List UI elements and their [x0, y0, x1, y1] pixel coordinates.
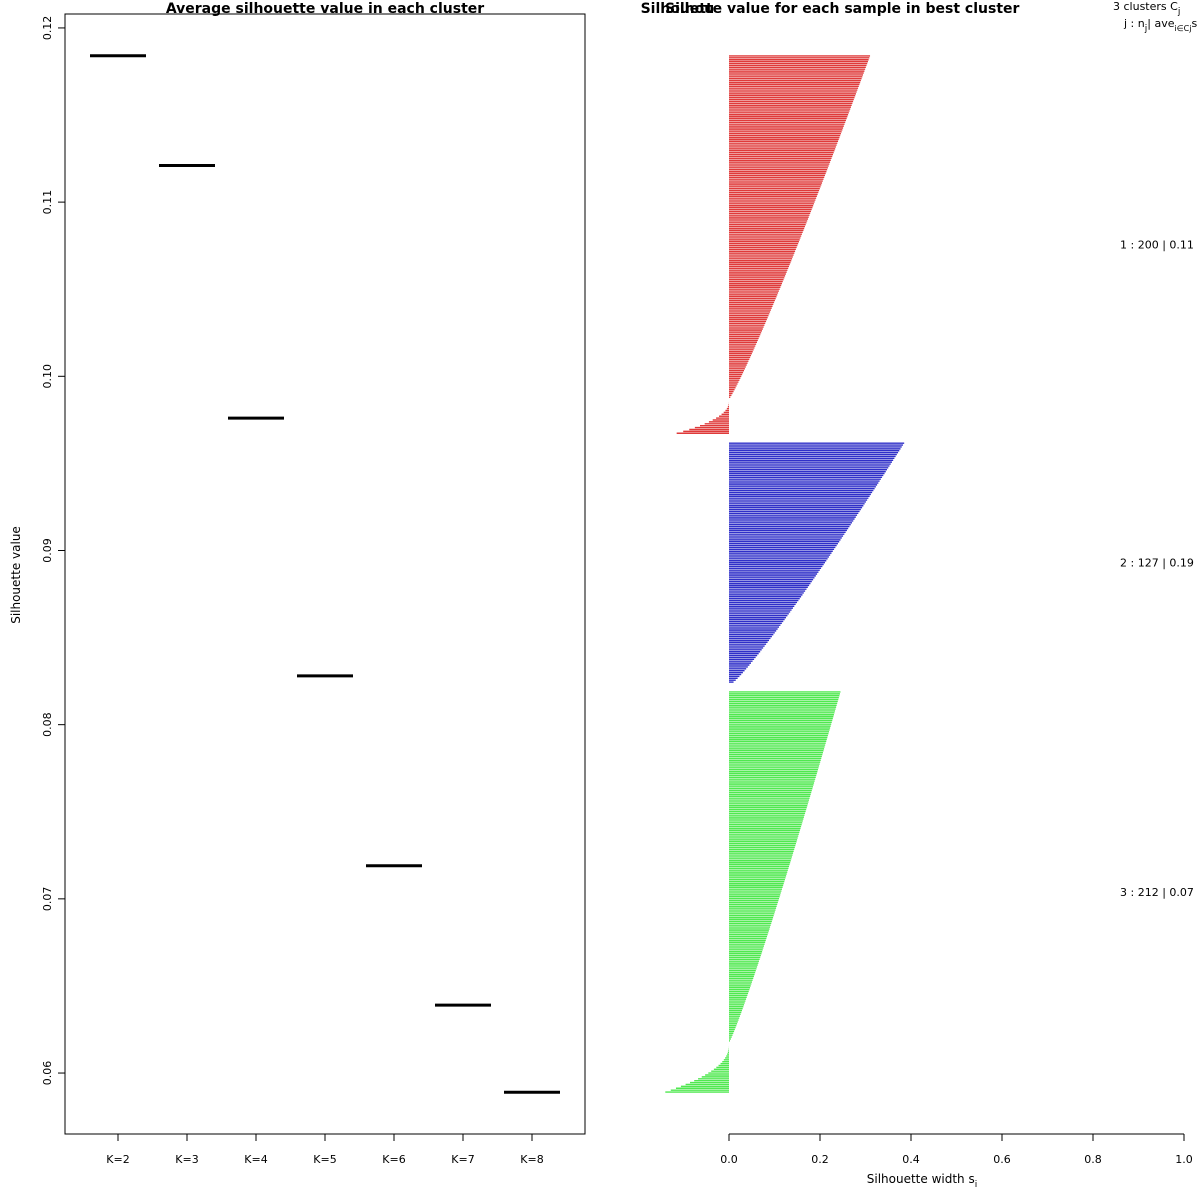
left-x-tick-label-1: K=3: [175, 1153, 198, 1166]
left-plot-frame: [64, 13, 586, 1135]
left-x-tick-label-3: K=5: [313, 1153, 336, 1166]
left-y-tick-label-6: 0.12: [41, 16, 54, 41]
left-x-tick-label-4: K=6: [382, 1153, 405, 1166]
left-x-tick-label-0: K=2: [106, 1153, 129, 1166]
cluster-summary-labels: 1 : 200 | 0.11 2 : 127 | 0.19 3 : 212 | 0.…: [1120, 239, 1194, 899]
left-panel: Average silhouette value in each cluster…: [9, 1, 586, 1166]
cluster-2-label: 2 : 127 | 0.19: [1120, 557, 1194, 570]
left-x-axis: K=2 K=3 K=4 K=5 K=6 K=7 K=8: [106, 1134, 544, 1166]
left-x-tick-label-2: K=4: [244, 1153, 267, 1166]
header-line-2: j : nj| avei∈Cjs: [1123, 17, 1197, 34]
right-x-tick-label-2: 0.4: [902, 1153, 920, 1166]
left-y-axis-label: Silhouette value: [9, 526, 23, 624]
left-chart-title: Average silhouette value in each cluster: [166, 1, 484, 17]
cluster-header: 3 clusters Cj j : nj| avei∈Cjs: [1113, 0, 1197, 34]
left-y-tick-label-0: 0.06: [41, 1061, 54, 1086]
right-panel: Silhou Silhouette value for each sample …: [641, 0, 1198, 1190]
right-chart-overlap-title: Silhou: [665, 1, 714, 17]
right-x-axis: 0.0 0.2 0.4 0.6 0.8 1.0: [720, 1134, 1193, 1166]
left-y-tick-label-5: 0.11: [41, 190, 54, 215]
header-line-1: 3 clusters Cj: [1113, 0, 1180, 17]
left-x-tick-label-6: K=8: [520, 1153, 543, 1166]
right-x-tick-label-1: 0.2: [811, 1153, 829, 1166]
right-chart-title: Silhouette value for each sample in best…: [641, 1, 1020, 17]
right-x-tick-label-0: 0.0: [720, 1153, 738, 1166]
right-x-tick-label-5: 1.0: [1175, 1153, 1193, 1166]
cluster-1-label: 1 : 200 | 0.11: [1120, 239, 1194, 252]
left-y-tick-label-4: 0.10: [41, 364, 54, 389]
right-x-tick-label-3: 0.6: [993, 1153, 1011, 1166]
left-y-tick-label-1: 0.07: [41, 887, 54, 912]
silhouette-bars: [665, 55, 905, 1093]
cluster-3-label: 3 : 212 | 0.07: [1120, 886, 1194, 899]
left-y-tick-label-2: 0.08: [41, 712, 54, 737]
right-x-tick-label-4: 0.8: [1084, 1153, 1102, 1166]
left-y-axis: 0.06 0.07 0.08 0.09 0.10 0.11 0.12: [41, 16, 65, 1086]
right-x-axis-label: Silhouette width si: [867, 1172, 978, 1190]
left-data-marks: [90, 54, 560, 1094]
left-x-tick-label-5: K=7: [451, 1153, 474, 1166]
left-y-tick-label-3: 0.09: [41, 538, 54, 563]
